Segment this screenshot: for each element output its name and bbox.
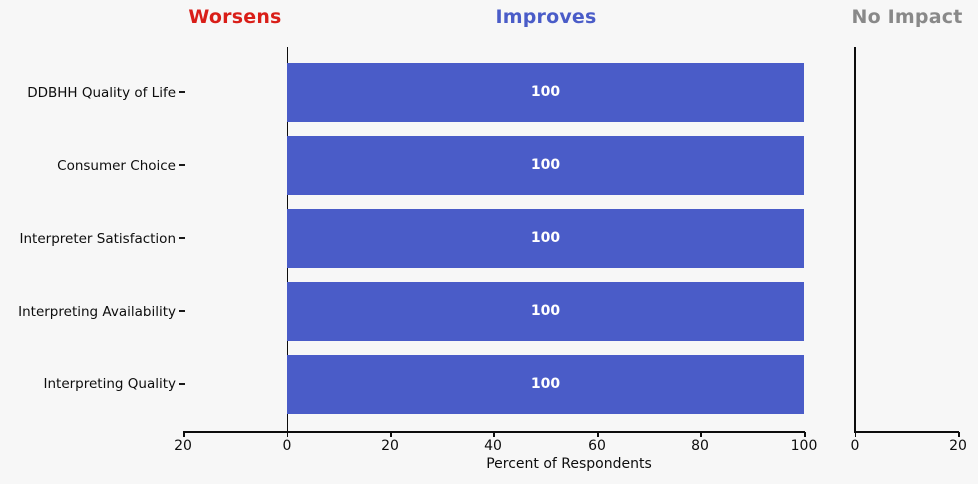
panel-title-no-impact: No Impact bbox=[851, 6, 963, 28]
panel-title-worsens: Worsens bbox=[188, 6, 282, 28]
bar-interpreting-quality: 100 bbox=[287, 355, 804, 414]
x-tick-mark bbox=[183, 432, 185, 437]
x-tick-mark bbox=[854, 432, 856, 437]
panel-title-improves: Improves bbox=[495, 6, 597, 28]
bar-value-label: 100 bbox=[530, 157, 561, 173]
y-axis-label-consumer-choice: Consumer Choice bbox=[57, 158, 176, 174]
bar-value-label: 100 bbox=[530, 230, 561, 246]
bar-interpreter-satisfaction: 100 bbox=[287, 209, 804, 268]
x-tick-label: 80 bbox=[691, 438, 709, 454]
y-axis-label-interpreter-satisfaction: Interpreter Satisfaction bbox=[19, 231, 176, 247]
y-axis-label-interpreting-quality: Interpreting Quality bbox=[43, 376, 176, 392]
x-tick-label: 0 bbox=[282, 438, 292, 454]
y-axis-label-interpreting-availability: Interpreting Availability bbox=[18, 304, 176, 320]
x-axis-line-no-impact bbox=[854, 431, 959, 433]
bar-interpreting-availability: 100 bbox=[287, 282, 804, 341]
y-tick-mark bbox=[179, 310, 185, 312]
x-tick-mark bbox=[958, 432, 960, 437]
no-impact-panel-left-spine bbox=[854, 47, 856, 432]
x-tick-label: 100 bbox=[790, 438, 818, 454]
x-tick-mark bbox=[493, 432, 495, 437]
x-tick-label: 20 bbox=[174, 438, 192, 454]
x-axis-line-main bbox=[183, 431, 805, 433]
x-axis-title: Percent of Respondents bbox=[486, 456, 652, 472]
x-tick-mark bbox=[700, 432, 702, 437]
y-tick-mark bbox=[179, 91, 185, 93]
x-tick-label: 20 bbox=[381, 438, 399, 454]
y-tick-mark bbox=[179, 383, 185, 385]
x-tick-mark bbox=[597, 432, 599, 437]
y-tick-mark bbox=[179, 164, 185, 166]
x-tick-label: 60 bbox=[588, 438, 606, 454]
y-tick-mark bbox=[179, 237, 185, 239]
bar-value-label: 100 bbox=[530, 303, 561, 319]
x-tick-mark bbox=[804, 432, 806, 437]
x-tick-mark bbox=[390, 432, 392, 437]
bar-consumer-choice: 100 bbox=[287, 136, 804, 195]
bar-value-label: 100 bbox=[530, 376, 561, 392]
x-tick-label: 0 bbox=[850, 438, 860, 454]
x-tick-mark bbox=[286, 432, 288, 437]
x-tick-label: 20 bbox=[949, 438, 967, 454]
bar-value-label: 100 bbox=[530, 84, 561, 100]
x-tick-label: 40 bbox=[484, 438, 502, 454]
bar-ddbhh-quality-of-life: 100 bbox=[287, 63, 804, 122]
y-axis-label-ddbhh-quality-of-life: DDBHH Quality of Life bbox=[27, 85, 176, 101]
